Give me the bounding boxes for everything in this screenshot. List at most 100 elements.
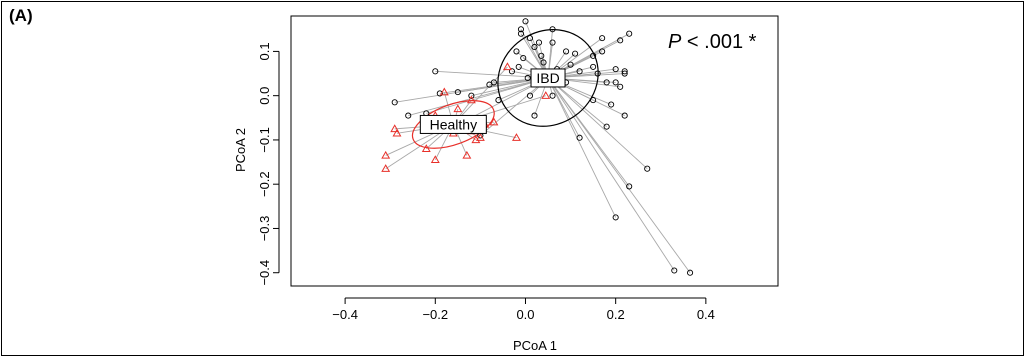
point-ibd <box>617 37 624 44</box>
point-ibd <box>608 101 615 108</box>
significance-annotation: P < .001 * <box>668 31 757 53</box>
point-ibd <box>531 112 538 119</box>
centroid-label-healthy: Healthy <box>430 116 477 132</box>
point-ibd <box>538 52 545 59</box>
point-ibd <box>520 54 527 62</box>
point-ibd <box>612 66 619 73</box>
point-healthy <box>462 150 472 159</box>
point-ibd <box>535 39 543 46</box>
point-ibd <box>590 52 597 59</box>
point-ibd <box>590 97 597 104</box>
point-ibd <box>454 89 461 96</box>
point-ibd <box>405 112 412 119</box>
point-ibd <box>495 97 502 104</box>
point-healthy <box>421 144 431 152</box>
spider-line-ibd <box>426 77 549 114</box>
y-axis-label: PCoA 2 <box>233 128 248 172</box>
y-tick-label: −0.3 <box>257 216 272 242</box>
point-ibd <box>621 68 628 75</box>
ellipse-ibd <box>497 29 599 127</box>
point-ibd <box>540 59 547 66</box>
y-tick-label: 0.1 <box>257 42 272 60</box>
point-ibd <box>567 61 574 68</box>
point-ibd <box>687 269 694 276</box>
point-ibd <box>576 134 583 141</box>
panel-label: (A) <box>9 6 33 25</box>
spider-line-ibd <box>547 77 675 271</box>
point-ibd <box>517 26 525 33</box>
point-ibd <box>490 79 497 86</box>
spider-line-ibd <box>547 77 617 218</box>
spider-line-ibd <box>408 77 549 117</box>
point-ibd <box>576 68 583 75</box>
spider-line-ibd <box>547 77 648 170</box>
point-healthy <box>466 95 476 104</box>
point-ibd <box>599 35 606 42</box>
point-ibd <box>621 112 628 119</box>
centroid-label-ibd: IBD <box>536 70 559 86</box>
x-tick-label: 0.0 <box>516 307 534 322</box>
point-healthy <box>502 62 512 71</box>
spider-line-ibd <box>547 77 691 273</box>
annotation-rest: < .001 * <box>681 31 756 53</box>
spider-line-ibd <box>480 77 549 136</box>
point-ibd <box>531 43 538 51</box>
point-ibd <box>621 70 628 77</box>
point-ibd <box>612 214 619 221</box>
point-ibd <box>391 99 398 106</box>
point-ibd <box>617 83 624 90</box>
point-ibd <box>522 18 529 25</box>
point-healthy <box>430 155 440 164</box>
point-ibd <box>515 63 522 70</box>
point-ibd <box>590 63 597 70</box>
y-tick-label: −0.2 <box>257 171 272 197</box>
point-ibd <box>626 30 633 37</box>
point-healthy <box>439 87 449 96</box>
point-ibd <box>549 92 556 99</box>
point-ibd <box>644 165 651 172</box>
centroid-label-box-ibd <box>530 68 566 88</box>
plot-border <box>290 15 779 287</box>
x-tick-label: 0.4 <box>697 307 715 322</box>
point-ibd <box>612 79 619 86</box>
y-tick-label: −0.1 <box>257 127 272 153</box>
point-ibd <box>594 70 601 77</box>
y-tick-label: 0.0 <box>257 87 272 105</box>
y-tick-label: −0.4 <box>257 260 272 286</box>
point-ibd <box>526 92 534 99</box>
point-ibd <box>599 48 606 55</box>
point-ibd <box>432 68 439 75</box>
point-healthy <box>489 117 499 126</box>
x-tick-label: −0.4 <box>332 307 358 322</box>
spider-line-ibd <box>435 70 549 79</box>
point-healthy <box>512 133 521 141</box>
point-healthy <box>381 164 391 172</box>
point-ibd <box>626 183 633 190</box>
point-ibd <box>603 79 610 86</box>
point-healthy <box>541 91 551 99</box>
point-ibd <box>563 48 570 55</box>
point-healthy <box>390 124 400 133</box>
point-healthy <box>392 128 402 137</box>
point-ibd <box>671 267 678 274</box>
point-ibd <box>513 48 520 55</box>
point-ibd <box>549 26 556 33</box>
point-ibd <box>572 50 579 57</box>
point-ibd <box>468 92 475 99</box>
x-tick-label: −0.2 <box>422 307 448 322</box>
x-axis-label: PCoA 1 <box>513 338 557 353</box>
annotation-italic: P <box>668 31 682 53</box>
point-ibd <box>517 30 525 37</box>
point-ibd <box>526 35 534 42</box>
point-healthy <box>475 133 485 141</box>
x-tick-label: 0.2 <box>607 307 625 322</box>
point-healthy <box>453 104 463 113</box>
point-ibd <box>508 68 516 75</box>
point-ibd <box>524 74 531 82</box>
point-ibd <box>436 90 443 97</box>
point-healthy <box>381 150 391 159</box>
centroid-label-box-healthy <box>419 114 487 134</box>
point-ibd <box>603 123 610 130</box>
